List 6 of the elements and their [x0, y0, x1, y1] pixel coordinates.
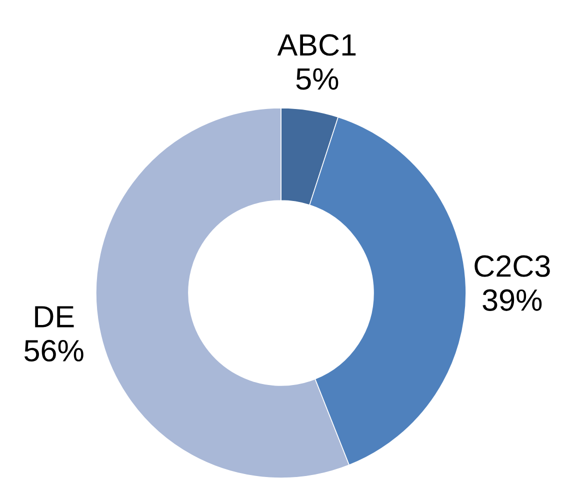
data-label: 56% — [24, 340, 84, 362]
data-label: 5% — [296, 68, 338, 90]
data-label: 39% — [482, 289, 542, 311]
slice-label: C2C3 — [474, 255, 550, 277]
slice-label: DE — [35, 306, 74, 328]
slice-label: ABC1 — [277, 34, 356, 56]
